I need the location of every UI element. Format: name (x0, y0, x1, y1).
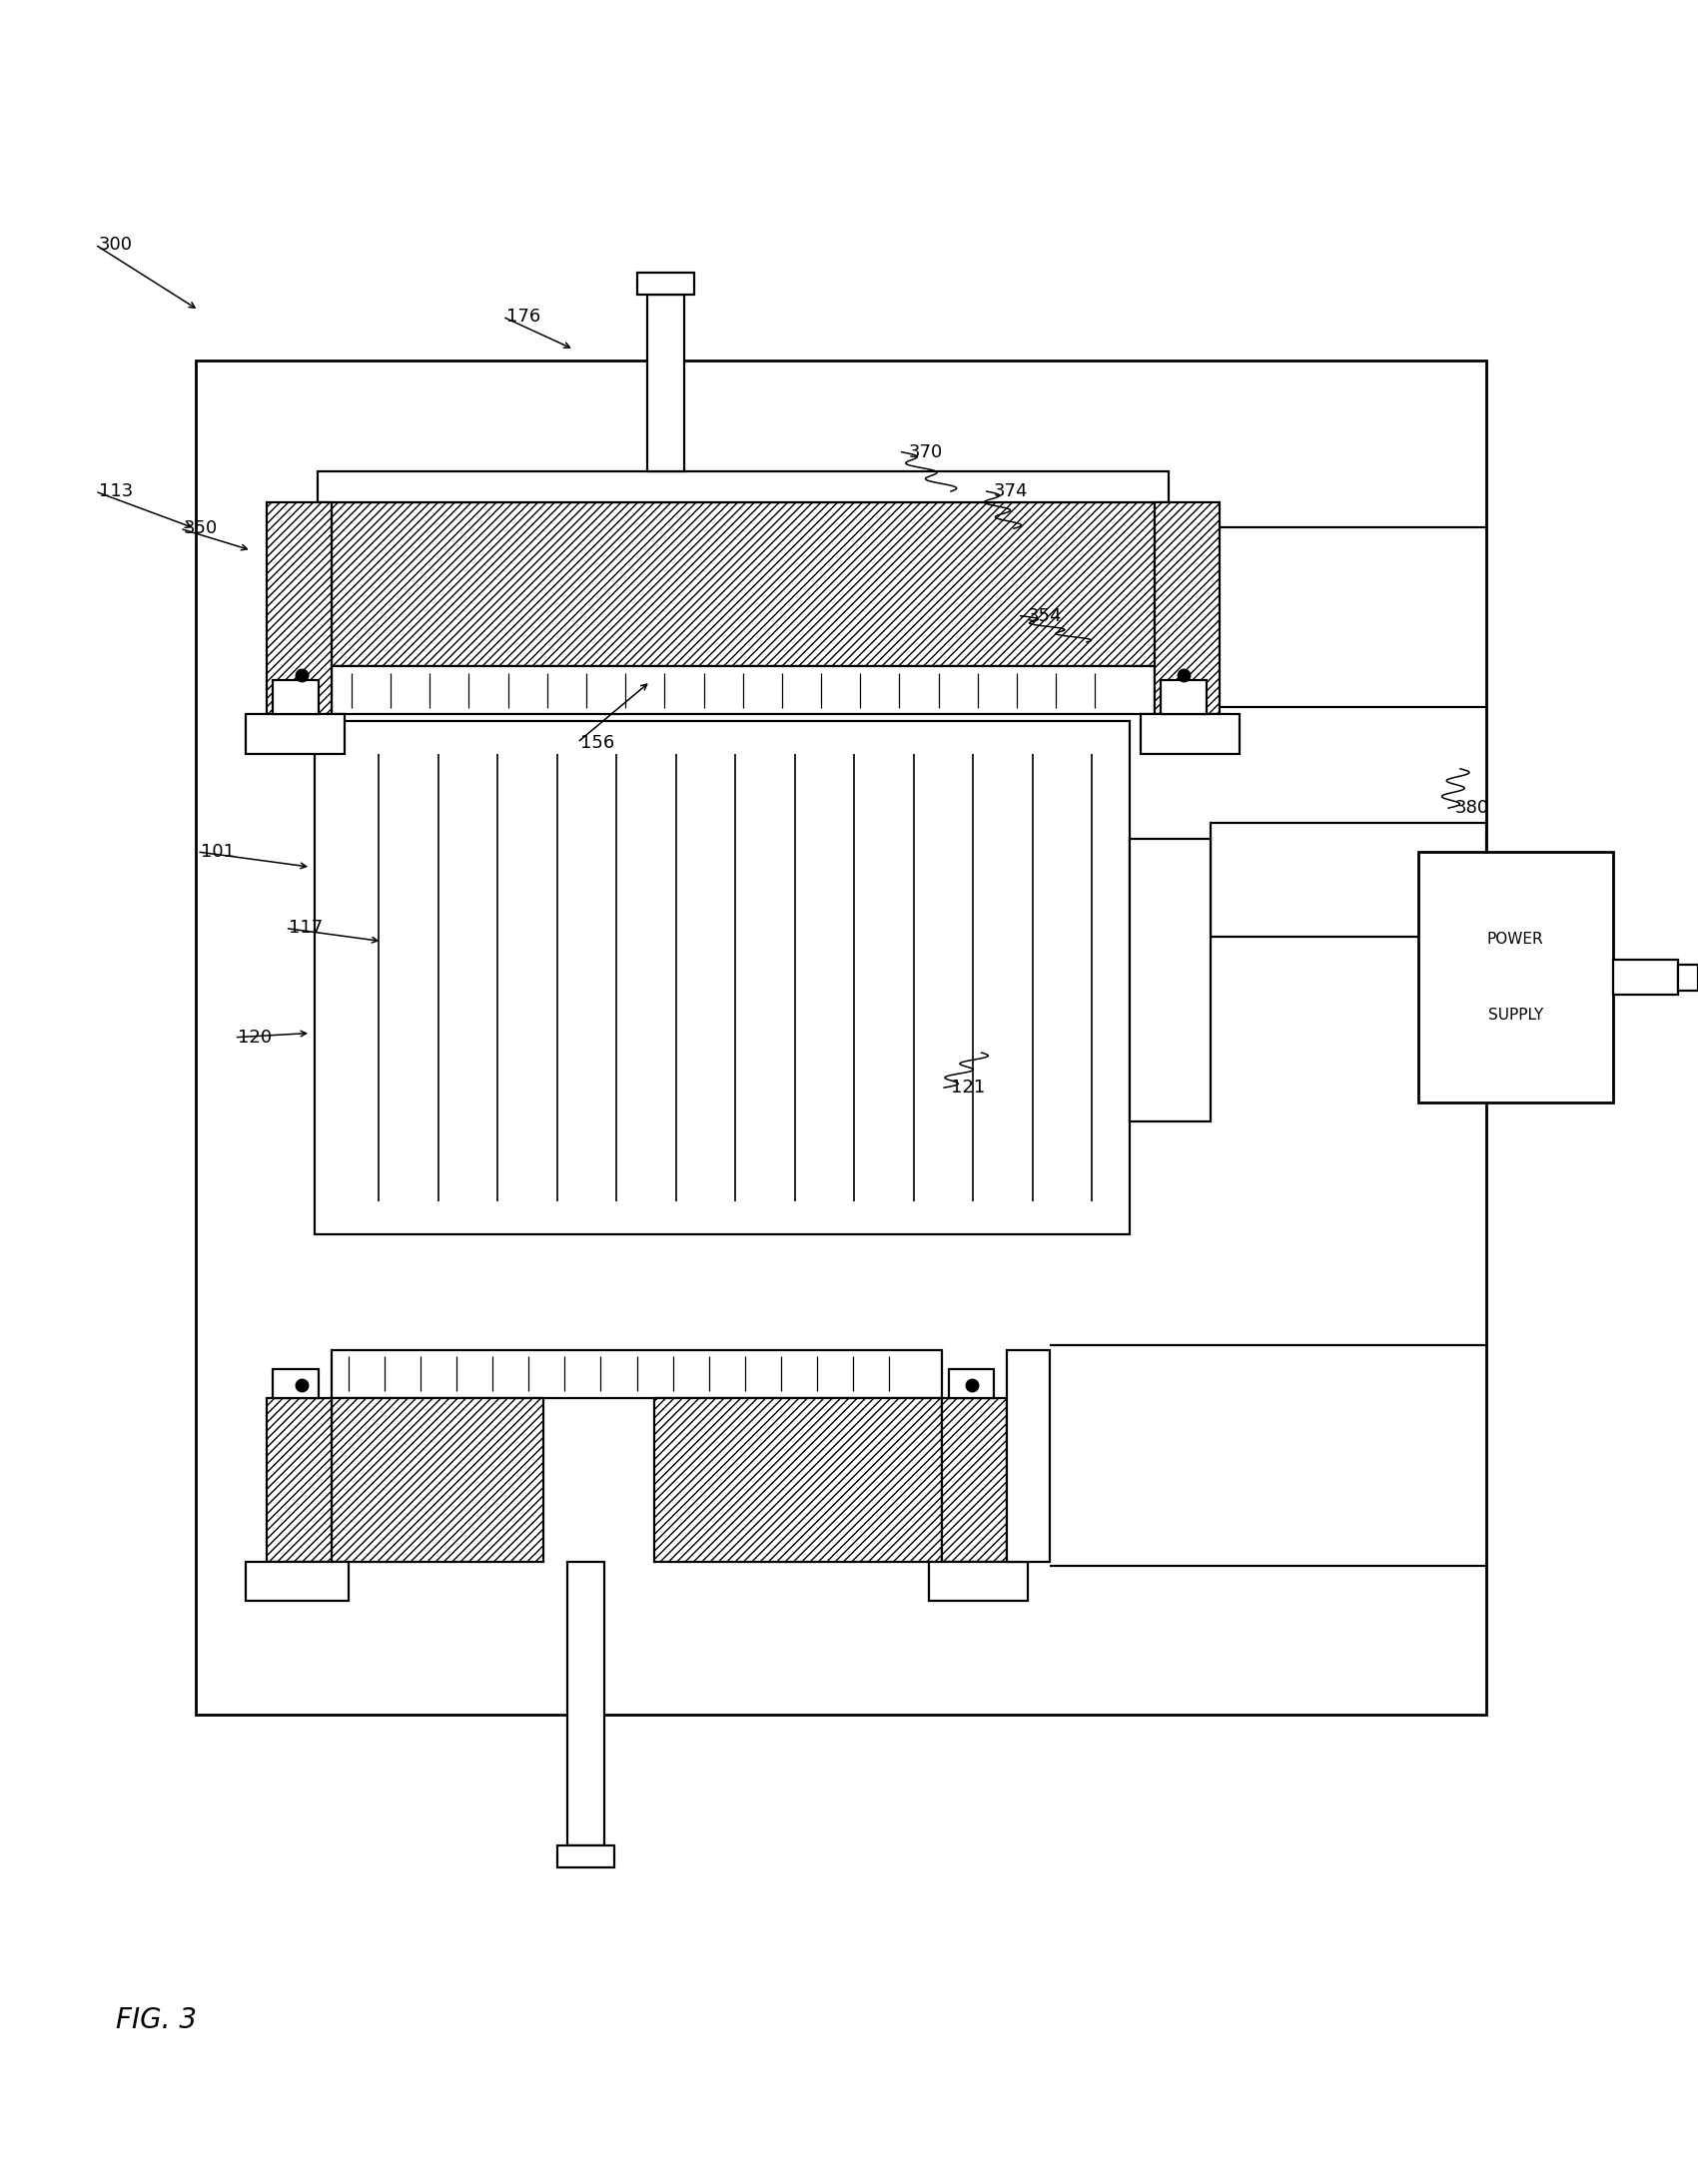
Bar (273, 681, 318, 714)
Bar (929, 1562, 1027, 1601)
Text: SUPPLY: SUPPLY (1487, 1007, 1543, 1022)
Bar (1155, 502, 1219, 714)
Text: 300: 300 (98, 236, 132, 253)
Text: 120: 120 (238, 1029, 272, 1046)
Text: POWER: POWER (1487, 933, 1543, 948)
Bar (1211, 823, 1486, 937)
Bar (949, 1369, 993, 1398)
Bar (331, 1350, 942, 1398)
Text: 113: 113 (98, 483, 132, 500)
Text: 176: 176 (506, 308, 540, 325)
Text: FIG. 3: FIG. 3 (115, 2007, 197, 2033)
Text: 156: 156 (581, 734, 615, 751)
Bar (318, 472, 1168, 502)
Bar (1613, 961, 1678, 996)
Bar (246, 1562, 348, 1601)
Bar (1141, 714, 1240, 753)
Bar (942, 1398, 1007, 1562)
Bar (331, 666, 1155, 714)
Bar (331, 502, 1155, 666)
Bar (654, 1398, 942, 1562)
Text: 380: 380 (1455, 799, 1489, 817)
Text: 121: 121 (951, 1079, 985, 1096)
Text: 101: 101 (200, 843, 234, 860)
Text: 350: 350 (183, 520, 217, 537)
Bar (1129, 839, 1211, 1120)
Bar (557, 1845, 615, 1867)
Text: 354: 354 (1027, 607, 1061, 625)
Bar (1678, 965, 1698, 992)
Bar (267, 1398, 331, 1562)
Bar (195, 360, 1486, 1714)
Bar (637, 273, 694, 295)
Bar (1007, 1350, 1049, 1562)
Bar (567, 1562, 604, 1845)
Bar (314, 721, 1129, 1234)
Text: 117: 117 (289, 919, 323, 937)
Bar (246, 714, 345, 753)
Bar (647, 295, 684, 472)
Bar (1418, 852, 1613, 1103)
Text: 374: 374 (993, 483, 1027, 500)
Bar (267, 502, 331, 714)
Bar (1161, 681, 1206, 714)
Bar (273, 1369, 318, 1398)
Text: 370: 370 (908, 443, 942, 461)
Bar (331, 1398, 543, 1562)
